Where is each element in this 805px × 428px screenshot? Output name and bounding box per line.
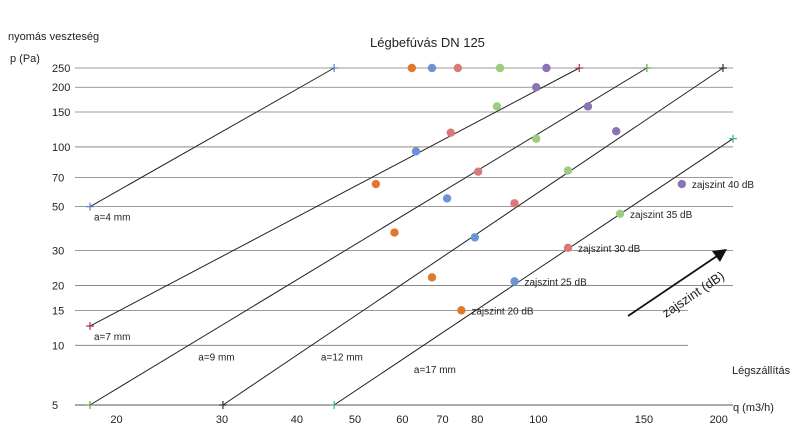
noise-level-label: zajszint 30 dB <box>578 244 641 255</box>
x-tick-label: 20 <box>110 414 122 426</box>
noise-point <box>542 63 551 73</box>
x-tick-label: 30 <box>216 414 228 426</box>
noise-point <box>677 179 687 189</box>
noise-point <box>427 63 437 73</box>
x-tick-label: 70 <box>436 414 448 426</box>
noise-points <box>371 63 687 315</box>
noise-level-label: zajszint 25 dB <box>525 277 588 288</box>
noise-point <box>510 199 519 208</box>
y-tick-label: 20 <box>52 281 64 293</box>
series-label: a=12 mm <box>321 352 363 363</box>
y-tick-label: 30 <box>52 246 64 258</box>
x-tick-label: 100 <box>529 414 547 426</box>
y-tick-label: 5 <box>52 400 58 412</box>
noise-point <box>442 194 452 203</box>
series-label: a=9 mm <box>198 352 234 363</box>
series-endpoint <box>575 64 584 72</box>
noise-point <box>492 102 502 111</box>
annotations: a=4 mm a=7 mm a=9 mm a=12 mm a=17 mm zajszint… <box>94 180 754 376</box>
noise-point <box>411 147 421 156</box>
noise-point <box>583 102 593 111</box>
noise-point <box>453 63 463 73</box>
series-line <box>89 67 335 208</box>
chart-title: Légbefúvás DN 125 <box>370 35 485 50</box>
y-tick-label: 70 <box>52 173 64 185</box>
x-axis-label-top: Légszállítás <box>732 365 791 377</box>
noise-point <box>427 273 437 282</box>
y-axis-label: nyomás veszteség <box>8 31 99 43</box>
x-tick-labels: 20 30 40 50 60 70 80 100 150 200 <box>110 414 728 426</box>
noise-arrow <box>627 249 727 317</box>
series-endpoint <box>86 202 94 211</box>
y-tick-label: 10 <box>52 340 64 352</box>
y-unit-label: p (Pa) <box>10 53 40 65</box>
series-line <box>89 67 648 406</box>
series-endpoint <box>330 64 339 72</box>
noise-point <box>473 167 483 176</box>
x-tick-label: 150 <box>635 414 653 426</box>
noise-arrow-label: zajszint (dB) <box>659 268 727 320</box>
series-line <box>333 138 734 406</box>
y-tick-label: 150 <box>52 107 70 119</box>
noise-point <box>390 228 399 237</box>
series-label: a=7 mm <box>94 332 130 343</box>
series-endpoint <box>86 322 94 331</box>
series-endpoint <box>86 401 94 409</box>
y-tick-labels: 250 200 150 100 70 50 30 20 15 10 5 <box>52 63 70 412</box>
noise-point <box>446 128 455 137</box>
noise-level-label: zajszint 20 dB <box>471 306 534 317</box>
noise-level-label: zajszint 35 dB <box>630 210 693 221</box>
series-endpoint <box>330 401 339 409</box>
series-lines <box>86 64 737 409</box>
grid <box>75 67 733 406</box>
noise-point <box>371 179 381 189</box>
noise-point <box>532 134 541 143</box>
noise-point <box>510 277 519 286</box>
y-tick-label: 200 <box>52 82 70 94</box>
noise-point <box>470 233 480 242</box>
y-tick-label: 15 <box>52 305 64 317</box>
y-tick-label: 50 <box>52 202 64 214</box>
x-axis-label: q (m3/h) <box>733 402 774 414</box>
x-tick-label: 200 <box>710 414 728 426</box>
series-endpoint <box>218 401 227 409</box>
x-tick-label: 80 <box>471 414 483 426</box>
noise-point <box>532 83 541 92</box>
noise-point <box>457 306 466 315</box>
noise-point <box>612 127 621 136</box>
series-line <box>89 67 580 327</box>
series-label: a=17 mm <box>414 365 456 376</box>
noise-point <box>407 63 417 73</box>
series-label: a=4 mm <box>94 213 130 224</box>
noise-point <box>563 166 573 175</box>
x-tick-label: 60 <box>396 414 408 426</box>
y-tick-label: 250 <box>52 63 70 75</box>
noise-point <box>615 209 625 219</box>
y-tick-label: 100 <box>52 142 70 154</box>
x-tick-label: 40 <box>291 414 303 426</box>
series-endpoint <box>728 134 737 143</box>
noise-point <box>495 63 505 73</box>
x-tick-label: 50 <box>349 414 361 426</box>
noise-level-label: zajszint 40 dB <box>692 180 755 191</box>
noise-point <box>563 243 573 253</box>
series-endpoint <box>642 64 651 72</box>
series-endpoint <box>719 64 727 72</box>
